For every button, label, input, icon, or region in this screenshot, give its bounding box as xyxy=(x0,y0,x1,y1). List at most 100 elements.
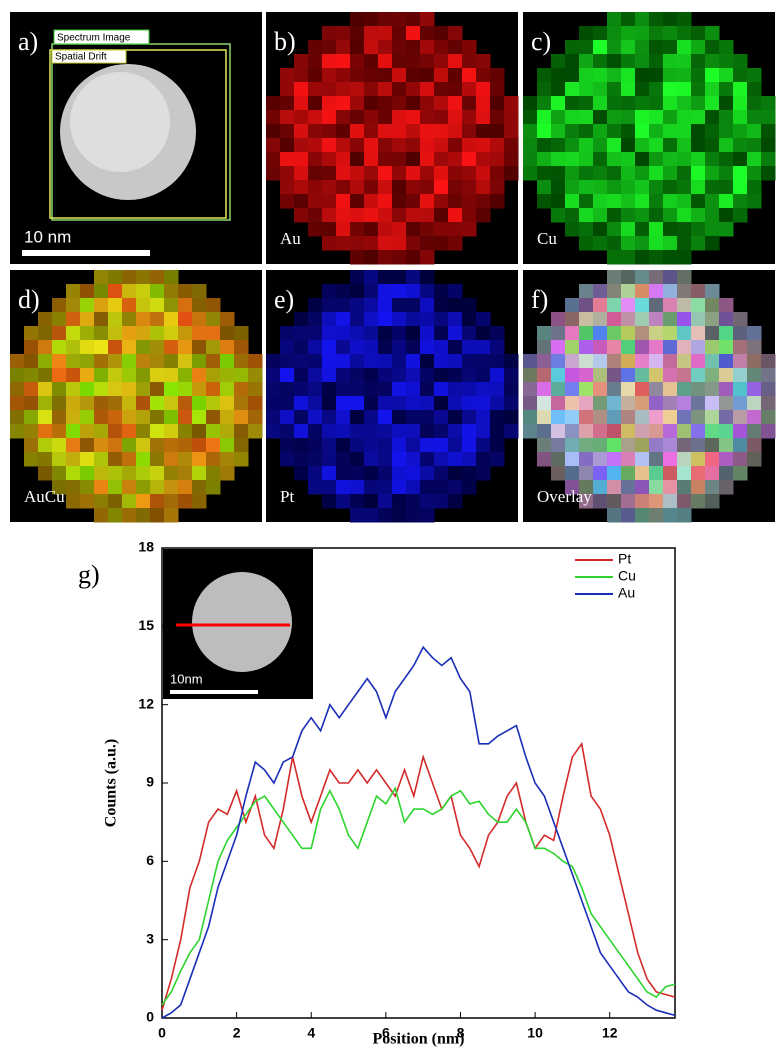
series-line xyxy=(161,786,676,1006)
pixel xyxy=(66,298,81,313)
pixel xyxy=(406,208,421,223)
pixel xyxy=(220,396,235,411)
particle-highlight xyxy=(70,72,170,172)
pixel xyxy=(565,354,580,369)
pixel xyxy=(607,152,622,167)
pixel xyxy=(635,424,650,439)
pixel xyxy=(280,110,295,125)
pixel xyxy=(705,138,720,153)
pixel xyxy=(350,26,365,41)
pixel xyxy=(448,382,463,397)
pixel xyxy=(719,124,734,139)
pixel xyxy=(551,82,566,97)
pixel xyxy=(607,340,622,355)
pixel xyxy=(761,152,776,167)
pixel xyxy=(322,396,337,411)
pixel xyxy=(635,96,650,111)
pixel xyxy=(80,284,95,299)
pixel xyxy=(24,368,39,383)
pixel xyxy=(378,326,393,341)
pixel xyxy=(378,166,393,181)
pixel xyxy=(248,396,263,411)
pixel xyxy=(462,124,477,139)
pixel xyxy=(24,396,39,411)
pixel xyxy=(122,410,137,425)
pixel xyxy=(448,194,463,209)
pixel xyxy=(504,110,519,125)
pixel xyxy=(420,438,435,453)
pixel xyxy=(294,354,309,369)
pixel xyxy=(38,466,53,481)
pixel xyxy=(677,250,692,265)
pixel xyxy=(705,110,720,125)
pixel xyxy=(150,298,165,313)
pixel xyxy=(308,424,323,439)
pixel xyxy=(579,26,594,41)
pixel xyxy=(448,82,463,97)
pixel xyxy=(392,194,407,209)
panel-caption: AuCu xyxy=(24,487,65,506)
pixel xyxy=(705,152,720,167)
pixel xyxy=(663,68,678,83)
pixel xyxy=(635,12,650,27)
pixel xyxy=(66,438,81,453)
pixel xyxy=(420,340,435,355)
x-tick-label: 8 xyxy=(457,1025,465,1041)
pixel xyxy=(663,12,678,27)
pixel xyxy=(322,40,337,55)
pixel xyxy=(378,124,393,139)
pixel xyxy=(392,284,407,299)
pixel xyxy=(635,354,650,369)
pixel xyxy=(649,96,664,111)
pixel xyxy=(719,368,734,383)
pixel xyxy=(294,54,309,69)
pixel xyxy=(336,284,351,299)
pixel xyxy=(248,368,263,383)
pixel xyxy=(122,368,137,383)
pixel xyxy=(462,438,477,453)
pixel xyxy=(206,354,221,369)
pixel xyxy=(490,82,505,97)
pixel xyxy=(164,326,179,341)
pixel xyxy=(364,480,379,495)
pixel xyxy=(434,424,449,439)
pixel xyxy=(565,124,580,139)
pixel xyxy=(350,96,365,111)
pixel xyxy=(122,452,137,467)
pixel xyxy=(94,410,109,425)
pixel xyxy=(350,354,365,369)
y-tick-label: 3 xyxy=(146,930,154,946)
pixel xyxy=(108,494,123,509)
pixel xyxy=(308,152,323,167)
pixel xyxy=(420,368,435,383)
pixel xyxy=(635,152,650,167)
pixel xyxy=(579,494,594,509)
pixel xyxy=(364,270,379,285)
pixel xyxy=(322,54,337,69)
pixel xyxy=(705,466,720,481)
pixel xyxy=(593,152,608,167)
pixel xyxy=(649,152,664,167)
pixel xyxy=(705,438,720,453)
pixel xyxy=(392,354,407,369)
pixel xyxy=(136,494,151,509)
pixel xyxy=(733,166,748,181)
pixel xyxy=(565,152,580,167)
pixel xyxy=(448,298,463,313)
pixel xyxy=(406,82,421,97)
pixel xyxy=(621,236,636,251)
pixel xyxy=(607,54,622,69)
pixel xyxy=(234,354,249,369)
pixel xyxy=(234,410,249,425)
pixel xyxy=(24,340,39,355)
pixel xyxy=(462,110,477,125)
pixel xyxy=(691,54,706,69)
pixel xyxy=(280,194,295,209)
pixel xyxy=(621,208,636,223)
pixel xyxy=(364,54,379,69)
pixel xyxy=(294,396,309,411)
pixel xyxy=(24,354,39,369)
pixel xyxy=(420,284,435,299)
pixel xyxy=(565,424,580,439)
panel: Overlay f) xyxy=(523,270,776,523)
